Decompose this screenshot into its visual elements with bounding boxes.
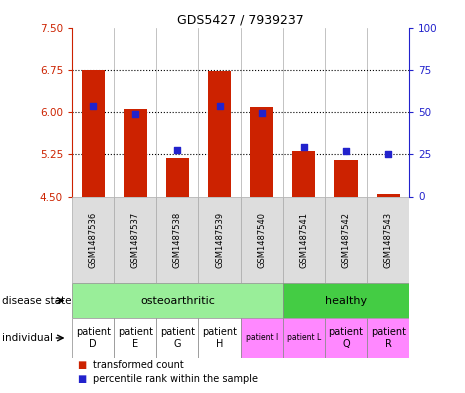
FancyBboxPatch shape (367, 318, 409, 358)
FancyBboxPatch shape (199, 196, 241, 283)
FancyBboxPatch shape (156, 318, 199, 358)
Bar (124, 109, 147, 196)
FancyBboxPatch shape (367, 196, 409, 283)
Text: patient
G: patient G (160, 327, 195, 349)
Text: GSM1487538: GSM1487538 (173, 211, 182, 268)
Text: GSM1487543: GSM1487543 (384, 212, 392, 268)
Text: patient
Q: patient Q (328, 327, 364, 349)
Bar (208, 72, 231, 196)
Text: percentile rank within the sample: percentile rank within the sample (93, 374, 258, 384)
Point (216, 103, 223, 110)
Text: ■: ■ (77, 360, 86, 371)
Text: GSM1487536: GSM1487536 (89, 211, 98, 268)
Point (342, 148, 350, 154)
Text: transformed count: transformed count (93, 360, 184, 371)
Text: GSM1487542: GSM1487542 (341, 212, 351, 268)
Title: GDS5427 / 7939237: GDS5427 / 7939237 (177, 13, 304, 26)
Bar (81, 70, 105, 196)
Bar (334, 160, 358, 196)
FancyBboxPatch shape (114, 318, 156, 358)
Text: patient I: patient I (246, 334, 278, 342)
FancyBboxPatch shape (114, 196, 156, 283)
Text: patient
E: patient E (118, 327, 153, 349)
FancyBboxPatch shape (199, 318, 241, 358)
FancyBboxPatch shape (156, 196, 199, 283)
FancyBboxPatch shape (325, 196, 367, 283)
Point (89, 103, 97, 110)
Text: GSM1487540: GSM1487540 (257, 212, 266, 268)
Text: patient
D: patient D (76, 327, 111, 349)
Text: GSM1487539: GSM1487539 (215, 212, 224, 268)
FancyBboxPatch shape (325, 318, 367, 358)
FancyBboxPatch shape (283, 318, 325, 358)
FancyBboxPatch shape (283, 196, 325, 283)
Text: ■: ■ (77, 374, 86, 384)
Text: individual: individual (2, 333, 53, 343)
Point (385, 151, 392, 157)
Text: healthy: healthy (325, 296, 367, 306)
Text: patient L: patient L (287, 334, 321, 342)
FancyBboxPatch shape (72, 283, 283, 318)
Bar (166, 158, 189, 196)
FancyBboxPatch shape (241, 196, 283, 283)
FancyBboxPatch shape (241, 318, 283, 358)
Text: patient
R: patient R (371, 327, 405, 349)
Point (258, 109, 266, 116)
Text: GSM1487537: GSM1487537 (131, 211, 140, 268)
FancyBboxPatch shape (283, 283, 409, 318)
Bar (292, 151, 315, 196)
Point (300, 144, 307, 150)
Bar (250, 108, 273, 196)
Point (132, 110, 139, 117)
Text: GSM1487541: GSM1487541 (299, 212, 308, 268)
Point (174, 147, 181, 153)
FancyBboxPatch shape (72, 318, 114, 358)
Text: osteoarthritic: osteoarthritic (140, 296, 215, 306)
FancyBboxPatch shape (72, 196, 114, 283)
Text: patient
H: patient H (202, 327, 237, 349)
Text: disease state: disease state (2, 296, 72, 306)
Bar (377, 194, 400, 196)
